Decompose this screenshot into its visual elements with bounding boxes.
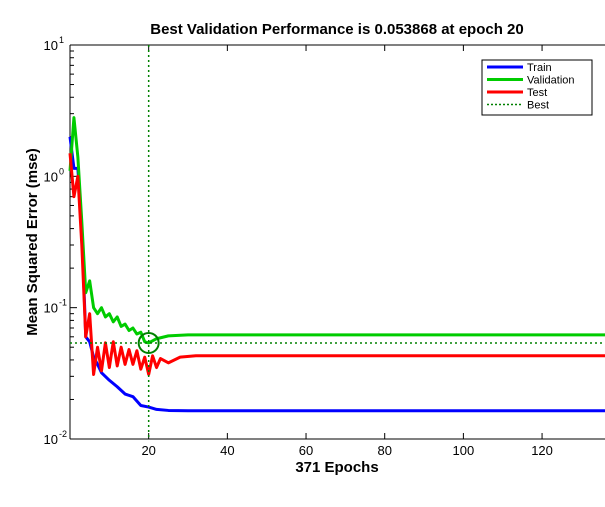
x-tick-label: 80 <box>377 443 391 458</box>
y-tick-label: 10 <box>44 38 58 53</box>
x-tick-label: 120 <box>531 443 553 458</box>
legend-box <box>481 59 593 116</box>
x-tick-label: 20 <box>141 443 155 458</box>
best-point-marker <box>137 331 160 354</box>
y-tick-label: 10 <box>44 301 58 316</box>
legend-label-test: Test <box>527 87 547 99</box>
x-tick-label: 60 <box>299 443 313 458</box>
y-tick-exponent: -2 <box>59 429 67 439</box>
legend-label-train: Train <box>527 62 552 74</box>
y-tick-label: 10 <box>44 169 58 184</box>
y-tick-exponent: 0 <box>59 166 64 176</box>
legend-label-best: Best <box>527 100 549 112</box>
x-tick-label: 100 <box>453 443 475 458</box>
series-line-test <box>68 153 605 376</box>
y-tick-label: 10 <box>44 432 58 447</box>
legend-label-validation: Validation <box>527 75 575 87</box>
series-line-validation <box>68 116 605 345</box>
x-tick-label: 40 <box>220 443 234 458</box>
y-tick-exponent: 1 <box>59 35 64 45</box>
y-tick-exponent: -1 <box>59 298 67 308</box>
chart-title: Best Validation Performance is 0.053868 … <box>150 21 524 38</box>
x-axis-label: 371 Epochs <box>295 459 378 476</box>
y-axis-label: Mean Squared Error (mse) <box>24 148 41 336</box>
